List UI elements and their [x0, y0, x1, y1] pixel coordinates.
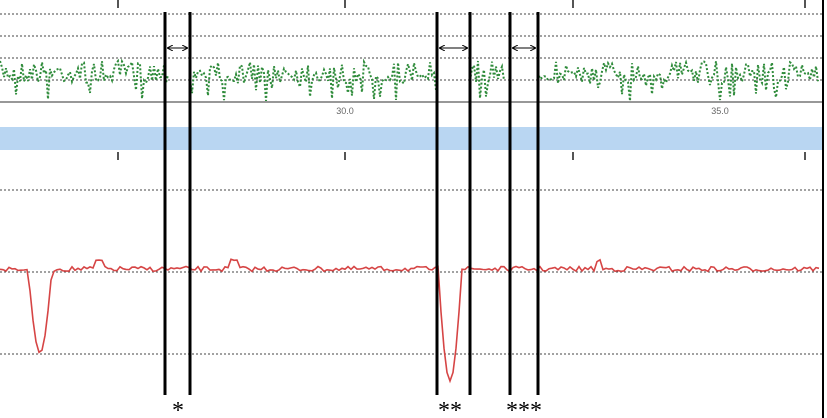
time-label: 35.0 [711, 106, 729, 116]
time-label: 30.0 [336, 106, 354, 116]
event-marker: *** [506, 398, 542, 418]
red-trace [0, 258, 820, 384]
event-marker: * [172, 398, 184, 418]
top-grid [0, 0, 822, 103]
event-marker: ** [438, 398, 462, 418]
blue-band [0, 127, 822, 150]
event-lines [163, 0, 824, 418]
bottom-grid [0, 152, 822, 355]
green-trace [0, 58, 819, 102]
